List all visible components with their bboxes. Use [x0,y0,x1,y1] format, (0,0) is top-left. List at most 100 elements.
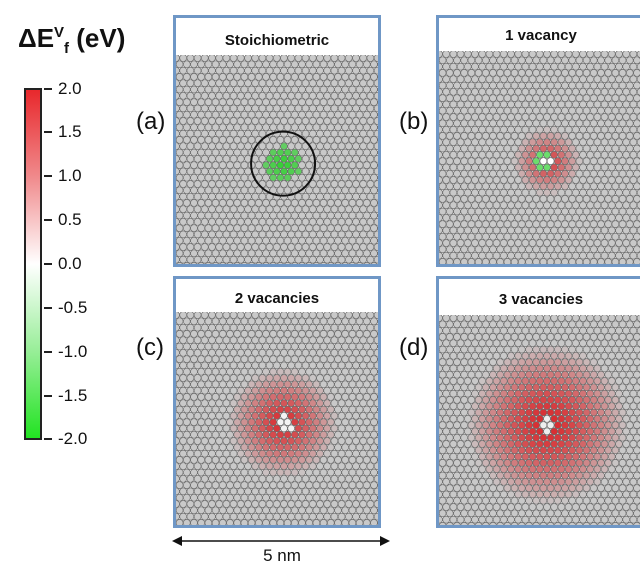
atom [626,208,633,215]
atom [216,231,223,238]
atom [493,189,500,196]
atom [205,237,212,244]
atom [443,403,450,410]
atom [270,212,277,219]
atom [176,375,180,382]
atom [284,225,291,232]
atom [576,57,583,64]
atom [356,111,363,118]
atom [518,246,525,253]
atom [493,478,500,485]
atom [216,387,223,394]
atom [515,504,522,511]
atom [349,99,356,106]
atom [526,459,533,466]
atom [266,312,273,319]
atom [572,491,579,498]
atom [219,250,226,257]
atom [608,478,615,485]
atom [554,208,561,215]
atom [472,177,479,184]
atom [291,212,298,219]
atom [457,177,464,184]
atom [374,105,378,112]
atom [626,221,633,228]
atom [363,250,370,257]
atom [306,381,313,388]
atom [598,170,605,177]
atom [176,99,183,106]
atom [594,189,601,196]
atom [371,356,378,363]
atom [212,419,219,426]
atom [349,431,356,438]
atom [515,327,522,334]
atom [324,312,331,319]
atom [205,73,212,80]
atom [342,406,349,413]
atom [533,183,540,190]
atom [443,164,450,171]
atom [216,375,223,382]
atom [468,145,475,152]
atom [371,225,378,232]
atom [201,256,208,263]
atom [461,447,468,454]
atom [583,57,590,64]
atom [446,459,453,466]
atom [191,330,198,337]
atom [461,333,468,340]
atom [482,132,489,139]
atom [500,516,507,523]
atom [288,349,295,356]
atom [562,69,569,76]
colorbar-tick-label: 1.0 [58,167,82,185]
atom [245,105,252,112]
atom [342,136,349,143]
atom [367,231,374,238]
atom [464,327,471,334]
atom [209,80,216,87]
atom [302,130,309,137]
atom [587,101,594,108]
atom [345,244,352,251]
atom [565,352,572,359]
atom [608,441,615,448]
atom [518,145,525,152]
atom [176,250,183,257]
atom [446,321,453,328]
atom [540,409,547,416]
atom [259,80,266,87]
atom [565,390,572,397]
atom [515,415,522,422]
atom [245,193,252,200]
atom [263,318,270,325]
atom [230,349,237,356]
atom [587,126,594,133]
atom [551,151,558,158]
atom [565,164,572,171]
atom [583,459,590,466]
atom [291,124,298,131]
atom [562,132,569,139]
atom [176,111,183,118]
atom [180,513,187,520]
atom [288,362,295,369]
atom [353,362,360,369]
atom [284,187,291,194]
atom [270,73,277,80]
atom [331,92,338,99]
atom [587,365,594,372]
atom [526,57,533,64]
atom [180,450,187,457]
atom [187,218,194,225]
atom [349,174,356,181]
atom [536,164,543,171]
atom [544,76,551,83]
atom [194,206,201,213]
atom [580,453,587,460]
atom [443,415,450,422]
atom [356,174,363,181]
atom [288,387,295,394]
atom [439,428,443,435]
